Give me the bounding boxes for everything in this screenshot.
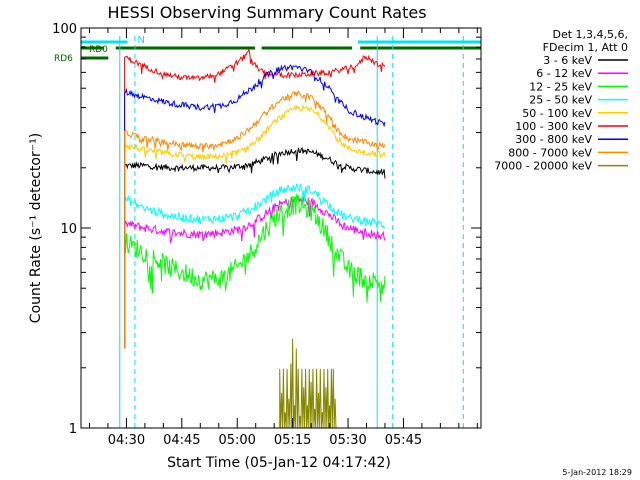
y-axis: 1 10 100 — [52, 22, 481, 437]
legend-label-7000-20000-kev: 7000 - 20000 keV — [494, 160, 592, 173]
legend-header: Det 1,3,4,5,6, — [552, 28, 628, 41]
legend: Det 1,3,4,5,6,FDecim 1, Att 03 - 6 keV6 … — [494, 28, 628, 173]
chart-title: HESSI Observing Summary Count Rates — [107, 3, 426, 22]
x-tick-label: 05:00 — [218, 433, 255, 448]
series-50-100-kev — [124, 103, 386, 349]
flag-label-rd0: RD0 — [89, 45, 108, 55]
legend-label-100-300-kev: 100 - 300 keV — [515, 120, 592, 133]
flag-bars: N RD0 RD6 — [54, 35, 481, 64]
x-tick-label: 05:45 — [385, 433, 422, 448]
x-tick-label: 05:15 — [274, 433, 311, 448]
legend-label-6-12-kev: 6 - 12 keV — [536, 67, 592, 80]
y-axis-label: Count Rate (s⁻¹ detector⁻¹) — [28, 133, 44, 323]
footer-timestamp: 5-Jan-2012 18:29 — [562, 468, 632, 477]
x-tick-label: 04:30 — [108, 433, 145, 448]
flag-label-n: N — [138, 35, 145, 46]
plot-frame — [80, 27, 482, 429]
series-12-25-kev — [124, 193, 386, 349]
series-3-6-kev — [124, 147, 386, 349]
legend-header: FDecim 1, Att 0 — [543, 41, 628, 54]
x-tick-label: 05:30 — [329, 433, 366, 448]
y-tick-label: 10 — [60, 222, 77, 237]
series-25-50-kev — [124, 183, 386, 349]
legend-label-800-7000-kev: 800 - 7000 keV — [508, 146, 592, 159]
legend-label-3-6-kev: 3 - 6 keV — [543, 54, 592, 67]
vertical-markers — [119, 36, 464, 428]
x-tick-label: 04:45 — [163, 433, 200, 448]
legend-label-300-800-kev: 300 - 800 keV — [515, 133, 592, 146]
x-axis: 04:30 04:45 05:00 05:15 05:30 05:45 — [88, 28, 478, 448]
series-800-7000-kev — [124, 89, 386, 349]
y-tick-label: 1 — [69, 422, 77, 437]
series-6-12-kev — [124, 195, 386, 349]
legend-label-50-100-kev: 50 - 100 keV — [522, 107, 592, 120]
series-300-800-kev — [124, 64, 386, 349]
series-lines — [124, 48, 386, 429]
x-axis-label: Start Time (05-Jan-12 04:17:42) — [167, 455, 391, 471]
flag-label-rd6: RD6 — [54, 54, 73, 64]
series-100-300-kev — [124, 48, 386, 349]
legend-label-12-25-kev: 12 - 25 keV — [529, 80, 592, 93]
y-tick-label: 100 — [52, 22, 77, 37]
series-7000-20000-kev — [279, 338, 337, 429]
legend-label-25-50-kev: 25 - 50 keV — [529, 94, 592, 107]
